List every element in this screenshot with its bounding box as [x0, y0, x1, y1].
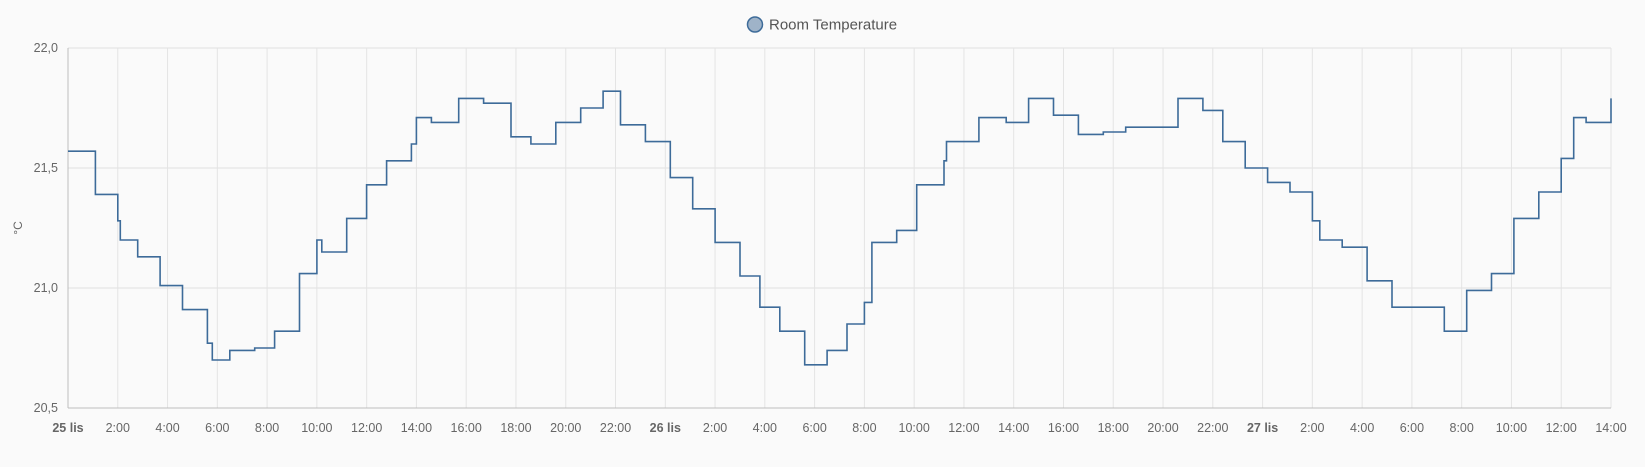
x-tick-label: 20:00 [1147, 421, 1178, 435]
series-layer [68, 90, 1612, 366]
x-tick-label: 10:00 [301, 421, 332, 435]
x-tick-label: 12:00 [351, 421, 382, 435]
legend-label[interactable]: Room Temperature [769, 17, 897, 34]
x-tick-label: 22:00 [1197, 421, 1228, 435]
x-tick-label: 2:00 [1300, 421, 1324, 435]
x-tick-label: 14:00 [998, 421, 1029, 435]
x-tick-label: 22:00 [600, 421, 631, 435]
x-tick-label: 18:00 [500, 421, 531, 435]
x-tick-label: 8:00 [852, 421, 876, 435]
y-tick-label: 20,5 [34, 401, 58, 415]
x-tick-label: 4:00 [1350, 421, 1374, 435]
x-tick-label: 26 lis [650, 421, 681, 435]
x-tick-label: 4:00 [753, 421, 777, 435]
x-tick-label: 10:00 [1496, 421, 1527, 435]
x-tick-label: 12:00 [948, 421, 979, 435]
x-tick-label: 4:00 [155, 421, 179, 435]
series-line-room-temperature[interactable] [68, 90, 1612, 366]
x-tick-label: 25 lis [52, 421, 83, 435]
x-tick-label: 14:00 [1595, 421, 1626, 435]
x-tick-label: 6:00 [802, 421, 826, 435]
x-tick-label: 6:00 [205, 421, 229, 435]
x-tick-label: 16:00 [451, 421, 482, 435]
x-tick-label: 18:00 [1098, 421, 1129, 435]
x-tick-label: 27 lis [1247, 421, 1278, 435]
x-tick-label: 8:00 [255, 421, 279, 435]
y-tick-label: 21,5 [34, 161, 58, 175]
x-tick-label: 16:00 [1048, 421, 1079, 435]
x-tick-label: 14:00 [401, 421, 432, 435]
y-tick-label: 22,0 [34, 41, 58, 55]
y-axis-label: °C [11, 221, 25, 235]
axes [67, 48, 1611, 409]
x-tick-label: 2:00 [106, 421, 130, 435]
x-tick-label: 2:00 [703, 421, 727, 435]
grid-lines [67, 47, 1612, 409]
tick-labels: 20,5 21,0 21,5 22,0 25 lis 2:00 4:00 6:00 8:00 10… [34, 41, 1627, 435]
x-tick-label: 20:00 [550, 421, 581, 435]
x-tick-label: 10:00 [899, 421, 930, 435]
x-tick-label: 8:00 [1450, 421, 1474, 435]
y-tick-label: 21,0 [34, 281, 58, 295]
x-tick-label: 6:00 [1400, 421, 1424, 435]
legend-swatch[interactable] [746, 16, 764, 33]
x-tick-label: 12:00 [1546, 421, 1577, 435]
legend[interactable]: Room Temperature [746, 16, 898, 34]
